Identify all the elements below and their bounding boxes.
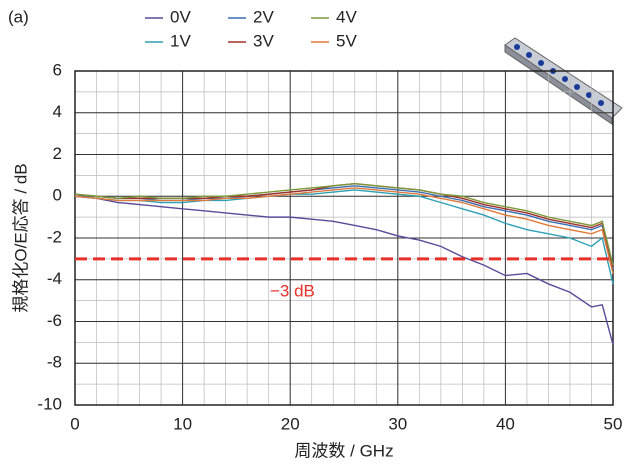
legend-label: 3V (253, 31, 274, 50)
x-tick-label: 40 (496, 414, 515, 433)
y-tick-label: 0 (53, 186, 62, 205)
x-tick-label: 20 (281, 414, 300, 433)
series-line (75, 196, 613, 344)
y-tick-label: 6 (53, 60, 62, 79)
x-tick-label: 30 (388, 414, 407, 433)
reference-label: −3 dB (270, 281, 315, 300)
x-tick-label: 10 (173, 414, 192, 433)
x-tick-label: 50 (604, 414, 623, 433)
series-line (75, 190, 613, 284)
y-tick-label: 2 (53, 144, 62, 163)
chart: (a) 周波数 / GHz 規格化O/E応答 / dB 01020304050-… (0, 0, 625, 466)
y-tick-label: -8 (47, 353, 62, 372)
legend-label: 0V (170, 7, 191, 26)
legend-label: 5V (336, 31, 357, 50)
panel-label: (a) (8, 7, 29, 26)
legend-label: 4V (336, 7, 357, 26)
x-axis-label: 周波数 / GHz (294, 441, 393, 460)
device-icon (505, 38, 622, 124)
y-tick-label: -4 (47, 269, 62, 288)
y-tick-label: -6 (47, 311, 62, 330)
y-tick-label: -2 (47, 227, 62, 246)
legend-label: 2V (253, 7, 274, 26)
y-axis-label: 規格化O/E応答 / dB (11, 163, 30, 312)
y-tick-label: -10 (37, 394, 62, 413)
x-tick-label: 0 (70, 414, 79, 433)
legend-label: 1V (170, 31, 191, 50)
y-tick-label: 4 (53, 102, 62, 121)
